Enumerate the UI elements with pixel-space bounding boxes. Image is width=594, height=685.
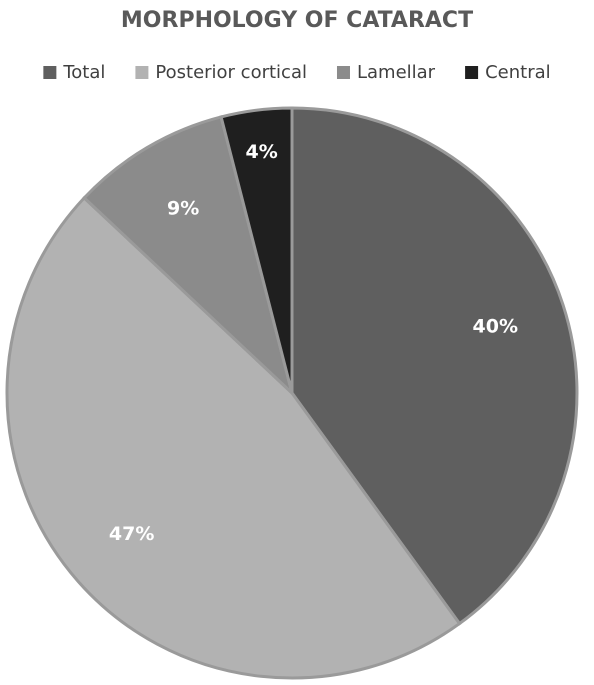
- legend-label: Lamellar: [357, 62, 436, 83]
- legend-label: Posterior cortical: [155, 62, 307, 83]
- legend-swatch: [43, 66, 57, 79]
- chart-title: MORPHOLOGY OF CATARACT: [121, 8, 473, 33]
- pie-slice: [82, 115, 295, 398]
- legend-swatch: [465, 66, 479, 79]
- data-label: 47%: [109, 523, 154, 545]
- pie-slice: [219, 106, 294, 394]
- pie-slice: [5, 195, 462, 680]
- pie-slice: [290, 106, 579, 626]
- legend-label: Total: [62, 62, 105, 83]
- data-label: 9%: [167, 198, 199, 220]
- data-label: 4%: [246, 141, 278, 163]
- legend-label: Central: [485, 62, 551, 83]
- pie: 40% 47% 9% 4%: [5, 106, 579, 680]
- legend-swatch: [336, 66, 350, 79]
- legend-swatch: [135, 66, 149, 79]
- legend: Total Posterior cortical Lamellar Central: [43, 62, 551, 83]
- data-label: 40%: [473, 315, 518, 337]
